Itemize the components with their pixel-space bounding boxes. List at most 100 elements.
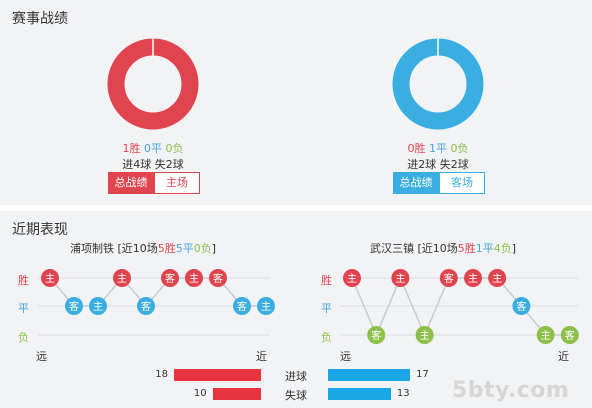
- home-summary-suffix: ]: [211, 242, 217, 255]
- home-tab-venue[interactable]: 主场: [154, 172, 200, 194]
- away-team-name: 武汉三镇: [369, 242, 414, 255]
- home-row-label-draw: 平: [18, 302, 29, 315]
- home-row-label-win: 胜: [18, 274, 29, 287]
- away-match-venue: 主: [468, 273, 478, 285]
- home-match-marker: 主: [89, 297, 107, 315]
- home-match-dot: [113, 269, 131, 287]
- home-wins: 1胜: [122, 142, 141, 155]
- home-match-marker: 主: [257, 297, 275, 315]
- away-match-dot: [464, 269, 482, 287]
- away-match-dot: [439, 269, 458, 287]
- home-recent-header: 浦项制铁 [近10场5胜5平0负]: [33, 240, 253, 256]
- away-match-venue: 客: [444, 272, 454, 285]
- away-match-dot: [343, 269, 361, 287]
- home-match-dot: [137, 297, 155, 315]
- away-recent-header: 武汉三镇 [近10场5胜1平4负]: [333, 240, 553, 256]
- watermark-logo: 5bty.com: [452, 378, 570, 403]
- away-match-marker: 客: [560, 326, 579, 344]
- conceded-label: 失球: [285, 389, 307, 402]
- away-draws: 1平: [429, 142, 447, 155]
- home-match-dot: [185, 269, 203, 287]
- home-match-marker: 客: [137, 297, 155, 315]
- home-match-venue: 主: [261, 301, 271, 313]
- scored-label: 进球: [285, 370, 307, 383]
- home-match-dot: [209, 269, 227, 287]
- home-far-label: 远: [36, 350, 47, 363]
- home-tab-overall[interactable]: 总战绩: [108, 172, 154, 194]
- home-match-dot: [161, 269, 179, 287]
- away-wdl: 0胜 1平 0负: [338, 140, 538, 156]
- away-summary-prefix: [近10场: [417, 242, 458, 255]
- away-record-tabs: 总战绩 客场: [393, 172, 485, 194]
- home-match-marker: 主: [185, 269, 203, 287]
- home-match-venue: 客: [141, 300, 151, 313]
- record-panel: 赛事战绩 1胜 0平 0负 进4球 失2球 总战绩 主场 0胜 1平 0负 进2…: [0, 0, 592, 205]
- home-match-dot: [89, 297, 107, 315]
- away-match-marker: 客: [512, 297, 531, 315]
- away-match-marker: 主: [415, 326, 434, 344]
- home-wdl: 1胜 0平 0负: [53, 140, 253, 156]
- home-match-marker: 客: [233, 297, 251, 315]
- away-scored-bar: [328, 369, 411, 381]
- home-donut-svg: [107, 38, 199, 130]
- away-match-venue: 主: [395, 273, 405, 285]
- home-donut-ring: [107, 38, 199, 130]
- home-match-venue: 主: [45, 273, 55, 285]
- home-match-marker: 主: [113, 269, 131, 287]
- away-recent-draws: 1平: [475, 242, 494, 255]
- away-tab-venue[interactable]: 客场: [439, 172, 485, 194]
- away-match-venue: 客: [516, 300, 526, 313]
- home-match-venue: 主: [189, 273, 199, 285]
- away-goals-summary: 进2球 失2球: [407, 158, 469, 171]
- home-match-venue: 客: [237, 300, 247, 313]
- away-near-label: 近: [558, 350, 569, 363]
- away-losses: 0负: [450, 142, 469, 155]
- away-match-venue: 主: [420, 330, 430, 342]
- away-recent-losses: 4负: [493, 242, 512, 255]
- away-match-dot: [391, 269, 410, 287]
- recent-form-charts: 主客 主主客客主客客 主主客主主客主主客主客: [38, 269, 579, 344]
- home-match-venue: 客: [213, 272, 223, 285]
- home-record-donut: [103, 34, 203, 134]
- away-match-dot: [536, 326, 555, 344]
- away-match-venue: 客: [371, 329, 381, 342]
- home-draws: 0平: [144, 142, 162, 155]
- home-match-dot: [41, 269, 59, 287]
- away-match-venue: 主: [347, 273, 357, 285]
- record-title: 赛事战绩: [12, 11, 68, 27]
- home-record-tabs: 总战绩 主场: [108, 172, 200, 194]
- away-match-marker: 客: [367, 326, 386, 344]
- away-match-marker: 主: [488, 269, 507, 287]
- home-summary-prefix: [近10场: [117, 242, 158, 255]
- home-match-venue: 主: [93, 301, 103, 313]
- away-match-venue: 客: [565, 329, 575, 342]
- away-conceded-value: 13: [396, 388, 410, 399]
- home-recent-wins: 5胜: [157, 242, 176, 255]
- home-near-label: 近: [256, 350, 267, 363]
- away-far-label: 远: [340, 350, 351, 363]
- home-match-venue: 主: [117, 273, 127, 285]
- home-match-venue: 客: [69, 300, 79, 313]
- away-recent-wins: 5胜: [457, 242, 476, 255]
- away-match-dot: [488, 269, 507, 287]
- away-match-dot: [415, 326, 434, 344]
- away-donut-svg: [392, 38, 484, 130]
- away-match-marker: 主: [343, 269, 361, 287]
- away-match-dot: [367, 326, 386, 344]
- away-match-marker: 主: [536, 326, 555, 344]
- away-match-dot: [512, 297, 531, 315]
- home-conceded-bar: [212, 388, 261, 400]
- home-recent-losses: 0负: [193, 242, 212, 255]
- away-row-label-draw: 平: [321, 302, 332, 315]
- away-row-label-win: 胜: [321, 274, 332, 287]
- away-match-venue: 主: [541, 330, 551, 342]
- away-wins: 0胜: [407, 142, 426, 155]
- away-match-venue: 主: [492, 273, 502, 285]
- away-tab-overall[interactable]: 总战绩: [393, 172, 439, 194]
- home-team-name: 浦项制铁: [69, 242, 114, 255]
- away-scored-value: 17: [416, 369, 429, 380]
- home-recent-draws: 5平: [175, 242, 194, 255]
- home-match-marker: 主: [41, 269, 59, 287]
- home-match-dot: [65, 297, 83, 315]
- away-match-marker: 客: [439, 269, 458, 287]
